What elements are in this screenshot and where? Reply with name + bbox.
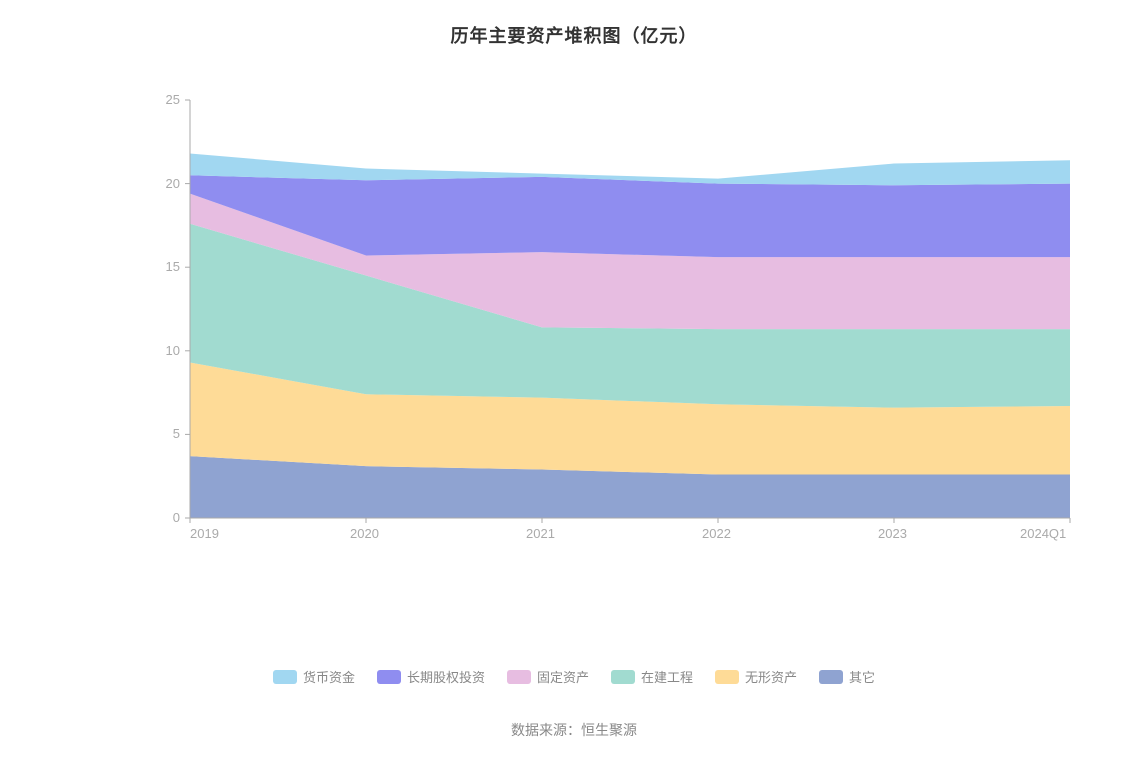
legend-swatch <box>377 670 401 684</box>
x-tick-label: 2024Q1 <box>1020 526 1066 541</box>
legend-item[interactable]: 在建工程 <box>611 667 693 686</box>
chart-plot-wrap: 0510152025 201920202021202220232024Q1 <box>190 100 1070 523</box>
legend-item[interactable]: 货币资金 <box>273 667 355 686</box>
legend-swatch <box>715 670 739 684</box>
x-tick-label: 2022 <box>702 526 731 541</box>
legend-label: 在建工程 <box>641 667 693 686</box>
legend-item[interactable]: 无形资产 <box>715 667 797 686</box>
x-tick-label: 2023 <box>878 526 907 541</box>
legend-label: 长期股权投资 <box>407 667 485 686</box>
x-tick-label: 2019 <box>190 526 219 541</box>
legend: 货币资金 长期股权投资 固定资产 在建工程 无形资产 其它 <box>0 667 1148 686</box>
legend-swatch <box>819 670 843 684</box>
y-tick-label: 5 <box>140 426 180 441</box>
chart-container: 历年主要资产堆积图（亿元） 0510152025 201920202021202… <box>0 0 1148 776</box>
chart-title: 历年主要资产堆积图（亿元） <box>0 22 1148 48</box>
y-tick-label: 0 <box>140 510 180 525</box>
legend-swatch <box>507 670 531 684</box>
x-tick-label: 2021 <box>526 526 555 541</box>
legend-label: 货币资金 <box>303 667 355 686</box>
legend-label: 固定资产 <box>537 667 589 686</box>
stacked-area-plot <box>190 100 1070 518</box>
legend-swatch <box>611 670 635 684</box>
y-tick-label: 10 <box>140 343 180 358</box>
legend-item[interactable]: 其它 <box>819 667 875 686</box>
y-tick-label: 25 <box>140 92 180 107</box>
y-tick-label: 15 <box>140 259 180 274</box>
x-tick-label: 2020 <box>350 526 379 541</box>
legend-label: 其它 <box>849 667 875 686</box>
y-tick-label: 20 <box>140 176 180 191</box>
legend-item[interactable]: 固定资产 <box>507 667 589 686</box>
legend-label: 无形资产 <box>745 667 797 686</box>
legend-swatch <box>273 670 297 684</box>
data-source-caption: 数据来源：恒生聚源 <box>0 720 1148 740</box>
legend-item[interactable]: 长期股权投资 <box>377 667 485 686</box>
